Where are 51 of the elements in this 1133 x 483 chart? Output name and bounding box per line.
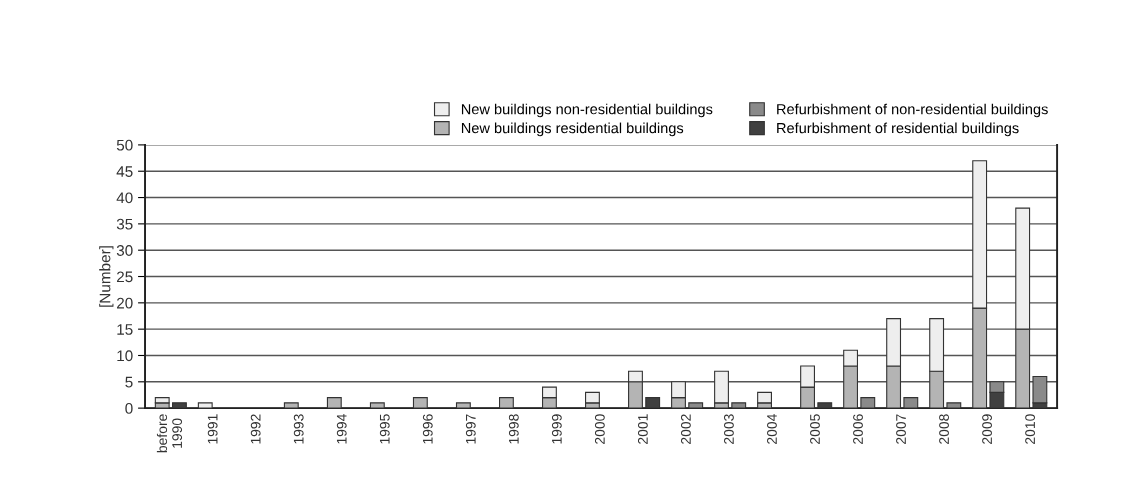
y-tick-label: 0 [125,403,133,414]
x-tick-label: 1996 [422,414,433,444]
bar [455,402,471,409]
x-tick-label: 1994 [336,414,347,444]
x-tick-label: before 1990 [156,414,183,453]
bar [585,391,600,404]
y-tick-label: 10 [117,350,133,362]
y-tick-label: 40 [116,192,133,204]
bar [757,391,772,404]
x-tick-label: 1991 [207,414,218,444]
y-tick-label: 45 [116,166,133,177]
bar [946,402,962,409]
bar [283,402,299,409]
x-tick-label: 1998 [508,414,519,444]
y-tick-label: 30 [116,245,133,256]
bar [903,397,919,409]
bar [326,397,342,409]
x-tick-label: 2010 [1025,414,1035,444]
x-tick-label: 1995 [379,414,390,444]
x-tick-label: 2003 [724,414,734,444]
x-tick-label: 1993 [293,414,304,444]
x-tick-label: 2006 [853,414,863,444]
bar [860,397,876,409]
y-tick-label: 25 [117,271,133,283]
x-tick-label: 2005 [810,414,820,444]
y-axis-title: [Number] [99,246,114,307]
bar [714,370,729,404]
x-tick-label: 1997 [465,414,476,444]
x-tick-label: 2004 [767,414,777,444]
bar [197,402,213,409]
legend-label: Refurbishment of residential buildings [777,122,1019,137]
x-tick-label: 2001 [637,414,648,444]
y-tick-label: 5 [125,376,133,388]
y-tick-label: 50 [116,139,133,151]
bar [154,397,170,404]
bar [369,402,385,409]
x-tick-label: 2008 [939,414,949,444]
legend-label: New buildings residential buildings [461,122,684,137]
bar [498,397,514,409]
x-tick-label: 2002 [680,414,691,444]
legend-label: New buildings non-residential buildings [461,103,713,118]
x-tick-label: 2007 [896,414,906,444]
x-tick-label: 1999 [551,414,562,444]
x-tick-label: 1992 [250,414,261,444]
legend-label: Refurbishment of non-residential buildings [777,103,1048,118]
bar [412,397,428,409]
x-tick-label: 2000 [594,414,605,444]
y-tick-label: 20 [117,297,133,309]
y-tick-label: 35 [116,218,133,230]
x-tick-label: 2009 [982,414,992,444]
y-tick-label: 15 [117,324,133,335]
